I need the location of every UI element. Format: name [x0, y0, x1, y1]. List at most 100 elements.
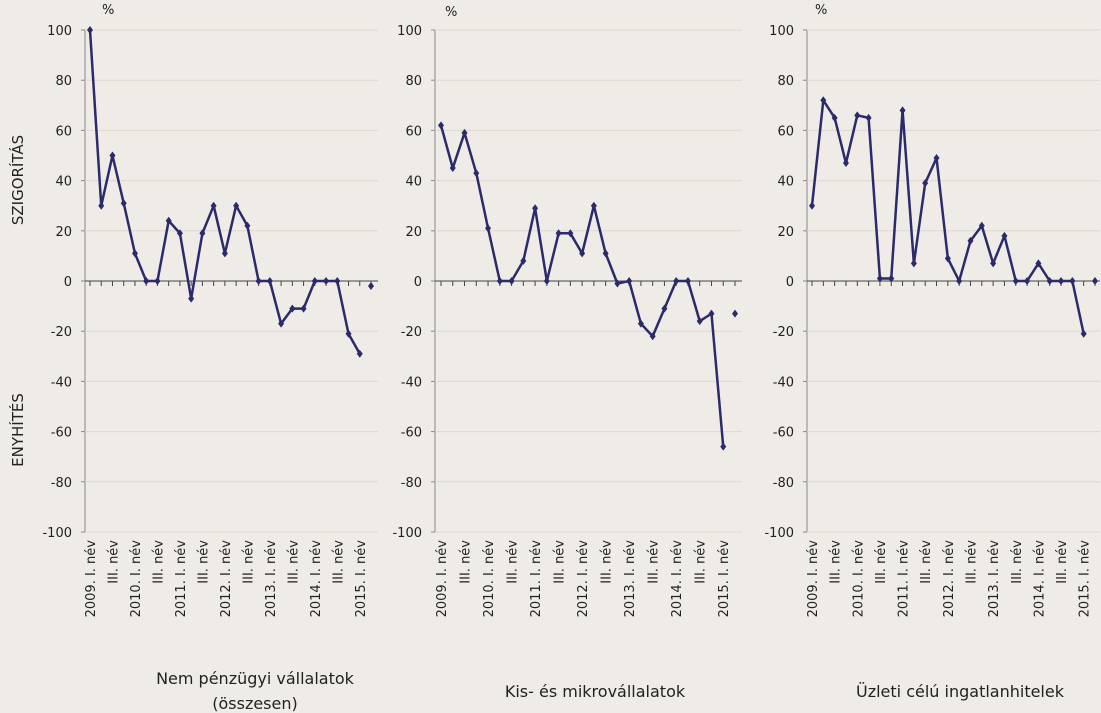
- y-tick-label: 80: [777, 74, 794, 89]
- point: [888, 274, 895, 283]
- point: [649, 332, 656, 341]
- x-tick-label: 2011. I. név: [529, 540, 544, 618]
- point: [1058, 277, 1065, 285]
- point: [579, 249, 586, 258]
- y-tick-label: -40: [401, 375, 422, 390]
- point: [109, 151, 116, 160]
- y-tick-label: -100: [764, 526, 794, 541]
- point: [933, 154, 940, 163]
- point: [143, 277, 150, 285]
- x-tick-label: III. név: [196, 540, 211, 584]
- point: [199, 229, 206, 238]
- point: [154, 277, 161, 285]
- point: [300, 304, 307, 313]
- y-tick-label: -20: [401, 325, 422, 340]
- unit-label: %: [815, 3, 827, 18]
- point: [967, 236, 974, 245]
- x-tick-label: III. név: [647, 540, 662, 584]
- series-line: [810, 99, 1085, 334]
- y-tick-label: 40: [55, 175, 72, 190]
- point: [899, 106, 906, 115]
- series-line: [439, 125, 725, 447]
- point: [876, 274, 883, 283]
- point: [98, 201, 105, 210]
- point: [438, 121, 444, 130]
- y-tick-label: 80: [55, 74, 72, 89]
- y-tick-label: -40: [51, 375, 72, 390]
- point: [555, 229, 562, 238]
- point: [188, 294, 195, 303]
- point: [461, 128, 468, 137]
- x-tick-label: III. név: [506, 540, 521, 584]
- y-tick-label: -40: [773, 375, 794, 390]
- point: [278, 319, 285, 328]
- y-tick-label: -20: [773, 325, 794, 340]
- point: [311, 277, 318, 285]
- x-tick-label: 2015. I. név: [354, 540, 369, 618]
- x-tick-label: III. név: [829, 540, 844, 584]
- y-tick-label: 100: [397, 24, 422, 39]
- point: [120, 199, 127, 208]
- y-tick-label: 0: [414, 275, 422, 290]
- unit-label: %: [445, 5, 457, 20]
- point: [1012, 277, 1019, 285]
- point: [176, 229, 183, 238]
- y-tick-label: 20: [55, 225, 72, 240]
- point: [532, 204, 539, 213]
- point: [210, 201, 217, 210]
- x-tick-label: III. név: [459, 540, 474, 584]
- y-tick-label: 60: [777, 124, 794, 139]
- x-tick-label: 2013. I. név: [264, 540, 279, 618]
- point: [496, 277, 503, 285]
- point: [842, 159, 849, 168]
- x-tick-label: III. név: [286, 540, 301, 584]
- point: [1046, 277, 1053, 285]
- x-tick-label: 2011. I. név: [174, 540, 189, 618]
- y-tick-label: -60: [51, 426, 72, 441]
- x-tick-label: III. név: [106, 540, 121, 584]
- x-tick-label: III. név: [331, 540, 346, 584]
- point: [165, 216, 172, 225]
- chart-title: Nem pénzügyi vállalatok (összesen): [156, 669, 354, 713]
- x-tick-label: 2010. I. név: [482, 540, 497, 618]
- x-tick-label: 2013. I. név: [623, 540, 638, 618]
- point: [368, 282, 374, 291]
- point: [956, 277, 963, 285]
- x-tick-label: 2010. I. név: [129, 540, 144, 618]
- point: [820, 96, 827, 105]
- point: [131, 249, 138, 258]
- point: [221, 249, 228, 258]
- y-tick-label: 100: [769, 24, 794, 39]
- point: [1035, 259, 1042, 268]
- y-tick-label: 0: [64, 275, 72, 290]
- x-tick-label: III. név: [694, 540, 709, 584]
- point: [520, 256, 527, 265]
- point: [1001, 231, 1008, 240]
- point: [233, 201, 240, 210]
- y-tick-label: -80: [773, 476, 794, 491]
- y-tick-label: 20: [777, 225, 794, 240]
- point: [590, 201, 597, 210]
- chart-title: Üzleti célú ingatlanhitelek: [856, 682, 1064, 701]
- point: [673, 277, 680, 285]
- x-tick-label: III. név: [919, 540, 934, 584]
- y-tick-label: -80: [51, 476, 72, 491]
- point: [990, 259, 997, 268]
- point: [87, 26, 93, 34]
- point: [334, 277, 341, 285]
- point: [708, 309, 715, 318]
- point: [720, 442, 727, 451]
- point: [1024, 277, 1031, 285]
- point: [345, 329, 352, 338]
- y-tick-label: 100: [47, 24, 72, 39]
- point: [473, 169, 480, 178]
- point: [543, 277, 550, 285]
- point: [978, 221, 985, 230]
- x-tick-label: 2011. I. név: [897, 540, 912, 618]
- point: [637, 319, 644, 328]
- y-tick-label: 0: [786, 275, 794, 290]
- x-tick-label: 2013. I. név: [987, 540, 1002, 618]
- point: [865, 113, 872, 122]
